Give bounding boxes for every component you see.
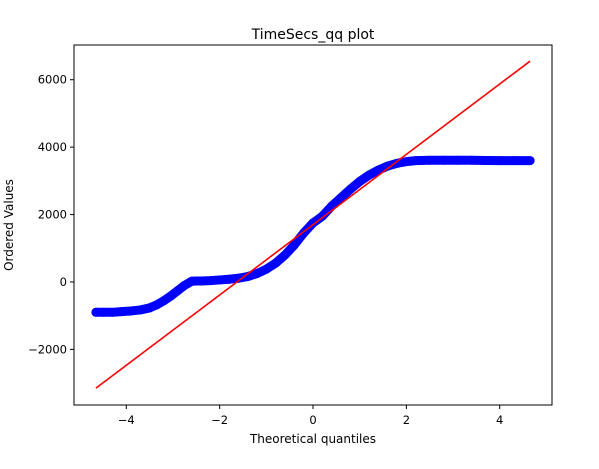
qq-points bbox=[91, 155, 535, 317]
qq-point bbox=[152, 300, 162, 310]
qq-point bbox=[173, 286, 183, 296]
qq-point bbox=[135, 305, 145, 315]
qq-point bbox=[126, 306, 136, 316]
x-tick-label: −4 bbox=[118, 413, 135, 427]
y-axis-label: Ordered Values bbox=[2, 179, 16, 271]
qq-point bbox=[383, 161, 393, 171]
y-axis-ticks: −2000 0 2000 4000 6000 bbox=[28, 73, 74, 356]
qq-point bbox=[252, 269, 262, 279]
chart-title: TimeSecs_qq plot bbox=[251, 27, 375, 43]
qq-point bbox=[117, 307, 127, 317]
qq-point bbox=[467, 155, 477, 165]
qq-point bbox=[525, 156, 535, 166]
y-tick-label: 4000 bbox=[38, 140, 67, 154]
qq-point bbox=[215, 275, 225, 285]
qq-point bbox=[308, 218, 318, 228]
fit-line-layer bbox=[95, 60, 531, 389]
qq-point bbox=[261, 264, 271, 274]
qq-point bbox=[289, 240, 299, 250]
x-tick-label: 0 bbox=[309, 413, 316, 427]
qq-point bbox=[159, 296, 169, 306]
qq-point bbox=[224, 274, 234, 284]
qq-point bbox=[355, 177, 365, 187]
x-tick-label: −2 bbox=[211, 413, 228, 427]
qq-point bbox=[196, 276, 206, 286]
qq-point bbox=[91, 307, 101, 317]
y-tick-label: 2000 bbox=[38, 208, 67, 222]
qq-point bbox=[145, 303, 155, 313]
y-tick-label: −2000 bbox=[28, 342, 67, 356]
qq-point bbox=[495, 156, 505, 166]
fit-line bbox=[95, 60, 531, 389]
qq-point bbox=[411, 156, 421, 166]
qq-point bbox=[401, 157, 411, 167]
qq-point bbox=[509, 156, 519, 166]
qq-point bbox=[280, 250, 290, 260]
y-tick-label: 6000 bbox=[38, 73, 67, 87]
qq-point bbox=[336, 193, 346, 203]
qq-point bbox=[233, 273, 243, 283]
x-axis-label: Theoretical quantiles bbox=[249, 432, 376, 446]
qq-point bbox=[205, 276, 215, 286]
qq-point bbox=[243, 272, 253, 282]
x-tick-label: 4 bbox=[496, 413, 503, 427]
qq-point bbox=[481, 155, 491, 165]
qq-point bbox=[345, 184, 355, 194]
qq-point bbox=[364, 170, 374, 180]
x-axis-ticks: −4 −2 0 2 4 bbox=[118, 405, 503, 427]
qq-point bbox=[271, 258, 281, 268]
x-tick-label: 2 bbox=[403, 413, 410, 427]
qq-point bbox=[439, 155, 449, 165]
qq-point bbox=[327, 201, 337, 211]
qq-point bbox=[166, 291, 176, 301]
qq-point bbox=[392, 158, 402, 168]
qq-point bbox=[425, 155, 435, 165]
qq-point bbox=[98, 307, 108, 317]
qq-point bbox=[180, 280, 190, 290]
qq-point bbox=[107, 307, 117, 317]
qq-point bbox=[373, 165, 383, 175]
y-tick-label: 0 bbox=[60, 275, 67, 289]
qq-point bbox=[453, 155, 463, 165]
